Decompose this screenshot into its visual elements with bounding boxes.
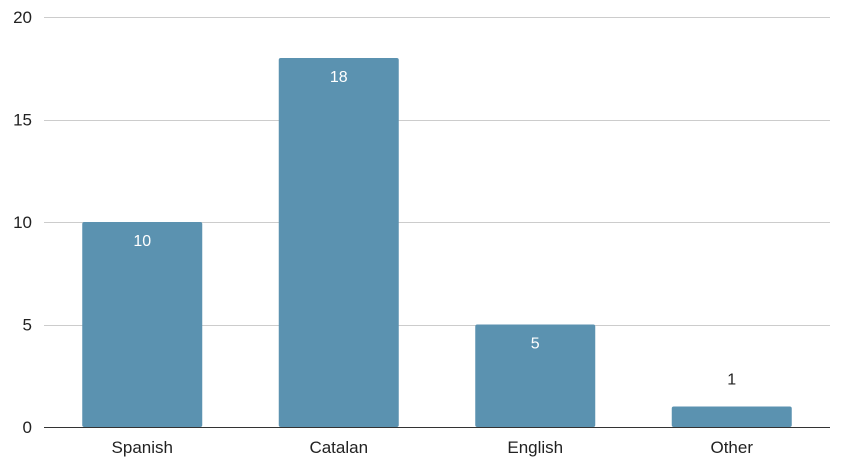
x-tick-label-spanish: Spanish (112, 438, 173, 457)
x-tick-label-catalan: Catalan (309, 438, 368, 457)
bar-spanish (82, 222, 202, 427)
y-axis-ticks: 0 5 10 15 20 (13, 8, 32, 437)
data-label-other: 1 (727, 372, 736, 389)
y-tick-label: 10 (13, 213, 32, 232)
data-label-spanish: 10 (133, 233, 151, 250)
data-label-english: 5 (531, 336, 540, 353)
y-tick-label: 5 (23, 316, 32, 335)
data-labels: 10 18 5 1 (133, 69, 736, 389)
y-tick-label: 20 (13, 8, 32, 27)
y-tick-label: 0 (23, 418, 32, 437)
data-label-catalan: 18 (330, 69, 348, 86)
bars (82, 58, 792, 427)
bar-other (672, 407, 792, 428)
bar-catalan (279, 58, 399, 427)
y-tick-label: 15 (13, 111, 32, 130)
x-tick-label-other: Other (710, 438, 753, 457)
x-axis: Spanish Catalan English Other (44, 428, 830, 458)
x-tick-label-english: English (507, 438, 563, 457)
